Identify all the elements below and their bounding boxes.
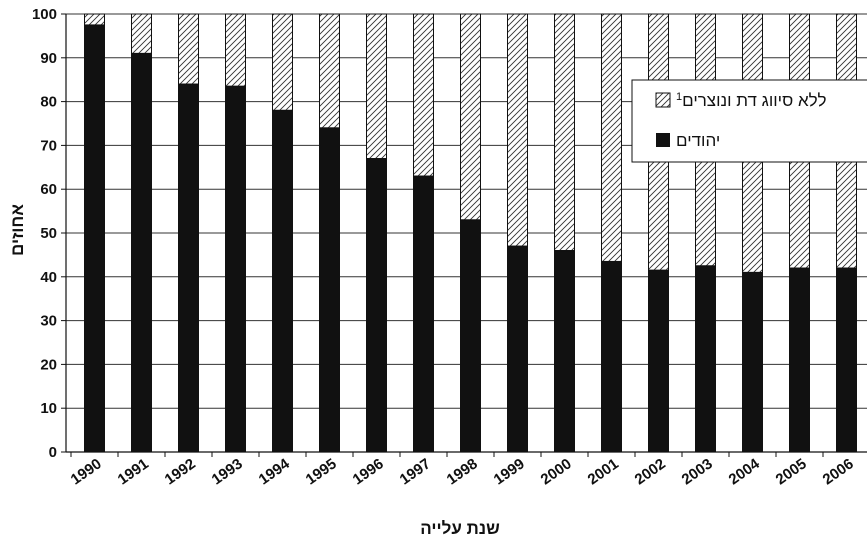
legend-box: [631, 79, 867, 163]
x-tick-label-1993: 1993: [209, 455, 246, 488]
bar-solid-1999: [507, 245, 528, 453]
x-tick-label-1998: 1998: [444, 455, 481, 488]
bar-solid-1994: [272, 109, 293, 453]
y-tick-label: 60: [40, 181, 57, 198]
legend-label-solid: יהודים: [676, 131, 720, 150]
bar-hatch-1993: [225, 13, 246, 87]
x-tick-label-1994: 1994: [256, 455, 294, 488]
bar-solid-1993: [225, 85, 246, 453]
x-tick-labels: 1990 1991 1992 1993 1994 1995 1996 1997 1998 1999…: [68, 455, 857, 488]
y-tick-label: 70: [40, 137, 57, 154]
bar-solid-1991: [131, 52, 152, 453]
bar-solid-1990: [84, 24, 105, 453]
legend-swatch-hatched: [655, 92, 671, 108]
bar-hatch-1992: [178, 13, 199, 85]
bar-solid-2001: [601, 260, 622, 453]
x-tick-label-2000: 2000: [538, 455, 575, 488]
bar-solid-2004: [742, 271, 763, 453]
bar-solid-1996: [366, 158, 387, 453]
legend-label-hatched: 1ללא סיווג דת ונוצרים: [676, 91, 826, 110]
x-tick-label-2004: 2004: [726, 455, 764, 488]
bar-hatch-1994: [272, 13, 293, 111]
y-axis-title: אחוזים: [8, 204, 27, 256]
y-tick-label: 20: [40, 356, 57, 373]
y-tick-label: 10: [40, 400, 57, 417]
bar-hatch-1990: [84, 13, 105, 26]
bar-hatch-1997: [413, 13, 434, 177]
y-tick-label: 100: [32, 6, 57, 23]
x-tick-label-2005: 2005: [773, 455, 810, 488]
bar-solid-1998: [460, 219, 481, 453]
legend-label-hatched-superscript: 1: [676, 91, 682, 103]
bar-solid-2000: [554, 250, 575, 453]
y-tick-label: 90: [40, 50, 57, 67]
bar-solid-2002: [648, 269, 669, 453]
x-tick-label-2003: 2003: [679, 455, 716, 488]
legend-swatch-solid: [656, 133, 670, 147]
bar-hatch-1995: [319, 13, 340, 129]
bar-solid-1995: [319, 127, 340, 453]
y-tick-labels: 0 10 20 30 40 50 60 70 80 90 100: [32, 6, 57, 461]
y-tick-label: 50: [40, 225, 57, 242]
x-axis-title: שנת עלייה: [420, 519, 500, 538]
x-tick-label-1991: 1991: [115, 455, 152, 488]
legend-label-hatched-text: ללא סיווג דת ונוצרים: [682, 91, 826, 110]
x-tick-label-1990: 1990: [68, 455, 105, 488]
x-tick-label-1996: 1996: [350, 455, 387, 488]
bar-solid-2003: [695, 265, 716, 453]
bar-solid-2005: [789, 267, 810, 453]
x-tick-label-2002: 2002: [632, 455, 669, 488]
bar-hatch-1996: [366, 13, 387, 160]
y-tick-label: 30: [40, 313, 57, 330]
x-tick-label-1997: 1997: [397, 455, 434, 488]
bar-hatch-2001: [601, 13, 622, 262]
x-tick-label-2001: 2001: [585, 455, 622, 488]
x-tick-label-1995: 1995: [303, 455, 340, 488]
x-tick-label-1999: 1999: [491, 455, 528, 488]
bar-solid-1992: [178, 83, 199, 453]
bar-solid-2006: [836, 267, 857, 453]
bar-hatch-1999: [507, 13, 528, 247]
x-tick-label-1992: 1992: [162, 455, 199, 488]
y-tick-label: 0: [49, 444, 57, 461]
bar-solid-1997: [413, 175, 434, 453]
y-tick-label: 80: [40, 94, 57, 111]
x-tick-label-2006: 2006: [820, 455, 857, 488]
axes: [61, 13, 867, 457]
legend: 1ללא סיווג דת ונוצרים יהודים: [631, 79, 867, 163]
bar-hatch-1998: [460, 13, 481, 221]
bar-hatch-1991: [131, 13, 152, 54]
y-tick-label: 40: [40, 269, 57, 286]
bar-hatch-2000: [554, 13, 575, 252]
